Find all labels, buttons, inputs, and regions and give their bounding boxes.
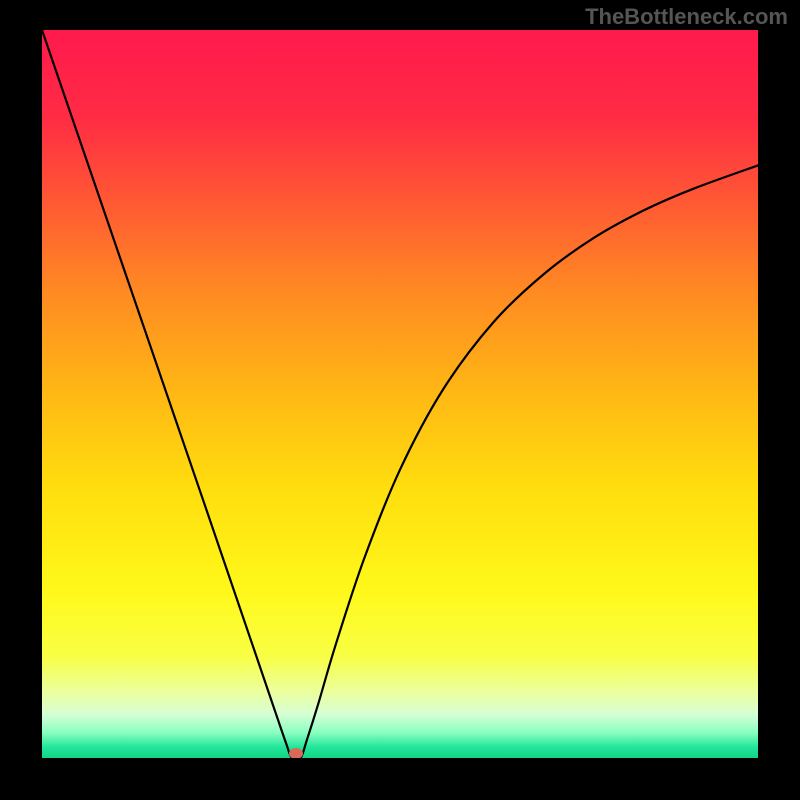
chart-svg: [42, 30, 758, 758]
optimal-point-marker: [289, 748, 303, 758]
watermark-text: TheBottleneck.com: [585, 4, 788, 30]
bottleneck-v-curve: [42, 30, 758, 758]
plot-area: [42, 30, 758, 758]
